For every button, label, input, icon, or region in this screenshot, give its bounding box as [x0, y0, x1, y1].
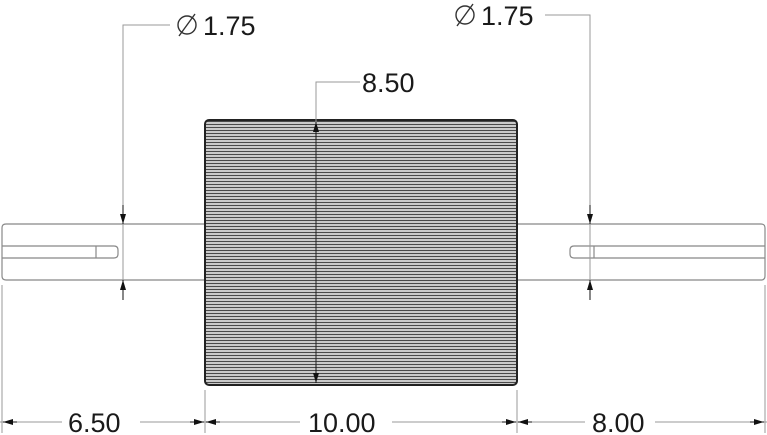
right-shaft-length-value: 8.00: [592, 408, 645, 435]
left-shaft: [1, 223, 205, 281]
roller-diameter-value: 8.50: [362, 68, 415, 98]
left-shaft-length-value: 6.50: [68, 408, 121, 435]
left-diameter-value: 1.75: [203, 11, 256, 41]
diameter-symbol-icon: [455, 5, 475, 25]
right-diameter-value: 1.75: [481, 1, 534, 31]
left-diameter-label: 1.75: [177, 11, 256, 41]
extension-lines: [1, 285, 766, 433]
left-keyway: [2, 245, 119, 259]
roller-diameter-dimension: 8.50: [313, 68, 415, 383]
right-diameter-dimension: [545, 14, 593, 300]
diameter-symbol-icon: [177, 15, 197, 35]
knurled-roller: [204, 119, 518, 386]
right-keyway: [569, 245, 765, 259]
right-shaft: [517, 223, 766, 281]
roller-length-value: 10.00: [308, 408, 376, 435]
right-diameter-label: 1.75: [455, 1, 534, 31]
left-diameter-dimension: [120, 24, 170, 300]
